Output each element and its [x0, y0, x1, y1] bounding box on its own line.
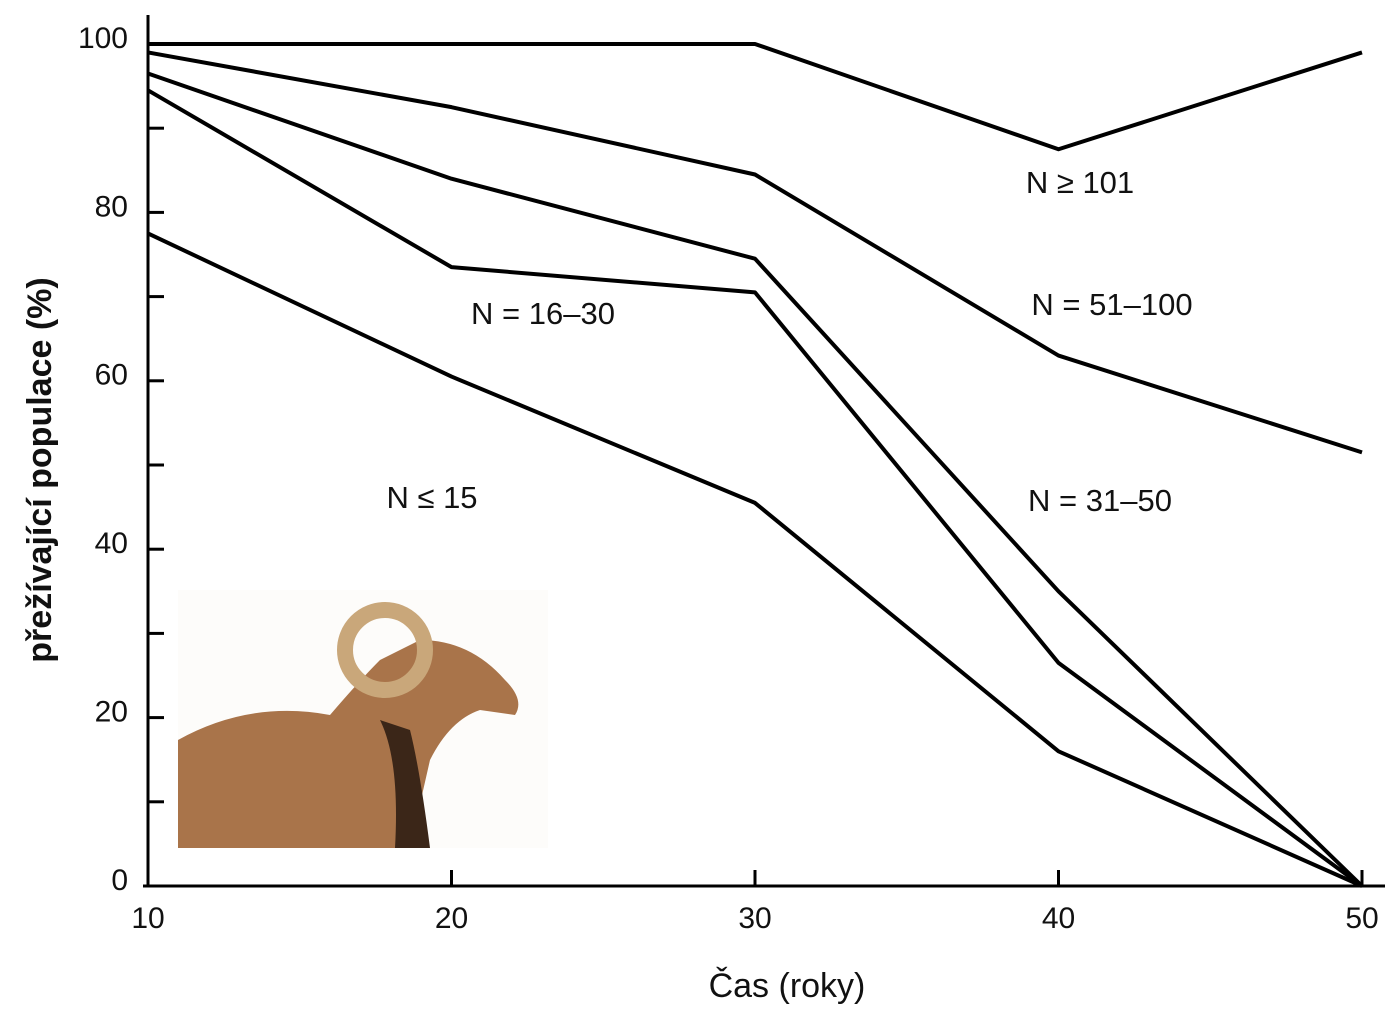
- series-line: [148, 42, 1363, 152]
- y-tick-label: 0: [111, 864, 128, 897]
- y-tick-label: 80: [95, 190, 128, 223]
- x-tick-label: 10: [131, 902, 164, 935]
- series-label: N ≤ 15: [386, 480, 477, 515]
- y-tick-label: 60: [95, 359, 128, 392]
- series-label: N = 51–100: [1031, 287, 1192, 322]
- series-line: [146, 88, 1364, 888]
- series-label: N = 16–30: [471, 296, 615, 331]
- ram-image: [178, 590, 548, 848]
- ram-shadow: [380, 720, 430, 848]
- y-axis-title: přežívající populace (%): [21, 277, 59, 662]
- x-tick-label: 30: [738, 902, 771, 935]
- series-line: [147, 231, 1363, 888]
- y-tick-label: 100: [78, 22, 128, 55]
- x-tick-label: 40: [1042, 902, 1075, 935]
- x-tick-label: 20: [435, 902, 468, 935]
- y-tick-label: 20: [95, 696, 128, 729]
- y-tick-label: 40: [95, 527, 128, 560]
- series-line: [147, 71, 1364, 888]
- x-tick-label: 50: [1345, 902, 1378, 935]
- ram-body: [178, 640, 519, 848]
- x-axis-title: Čas (roky): [709, 967, 866, 1005]
- ram-horn: [337, 602, 433, 698]
- series-line: [147, 50, 1363, 455]
- series-label: N = 31–50: [1028, 483, 1172, 518]
- series-label: N ≥ 101: [1026, 165, 1134, 200]
